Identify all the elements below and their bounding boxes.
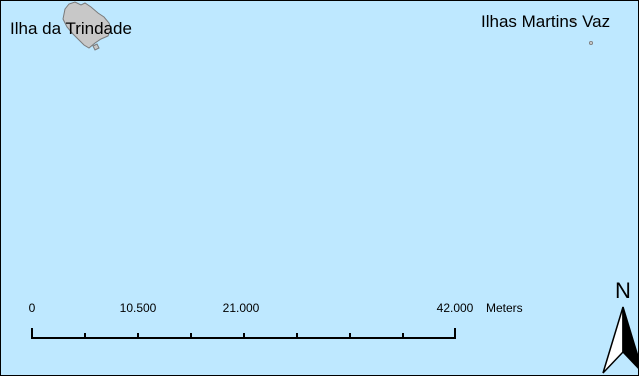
scale-label-10500: 10.500 <box>120 301 157 315</box>
north-arrow-icon: N <box>602 278 638 374</box>
scale-bar: 0 10.500 21.000 42.000 Meters <box>29 301 523 339</box>
scale-label-21000: 21.000 <box>223 301 260 315</box>
martin-vaz-islet-2 <box>571 19 575 23</box>
scale-label-0: 0 <box>29 301 36 315</box>
label-martin-vaz: Ilhas Martins Vaz <box>481 12 610 31</box>
scale-label-42000: 42.000 <box>437 301 474 315</box>
label-trindade: Ilha da Trindade <box>10 19 132 38</box>
trindade-island <box>62 1 112 49</box>
martin-vaz-islet <box>589 41 594 46</box>
trindade-islet <box>92 43 100 51</box>
north-label: N <box>615 278 631 303</box>
north-arrow-right-half <box>622 306 638 369</box>
scale-unit: Meters <box>486 301 523 315</box>
